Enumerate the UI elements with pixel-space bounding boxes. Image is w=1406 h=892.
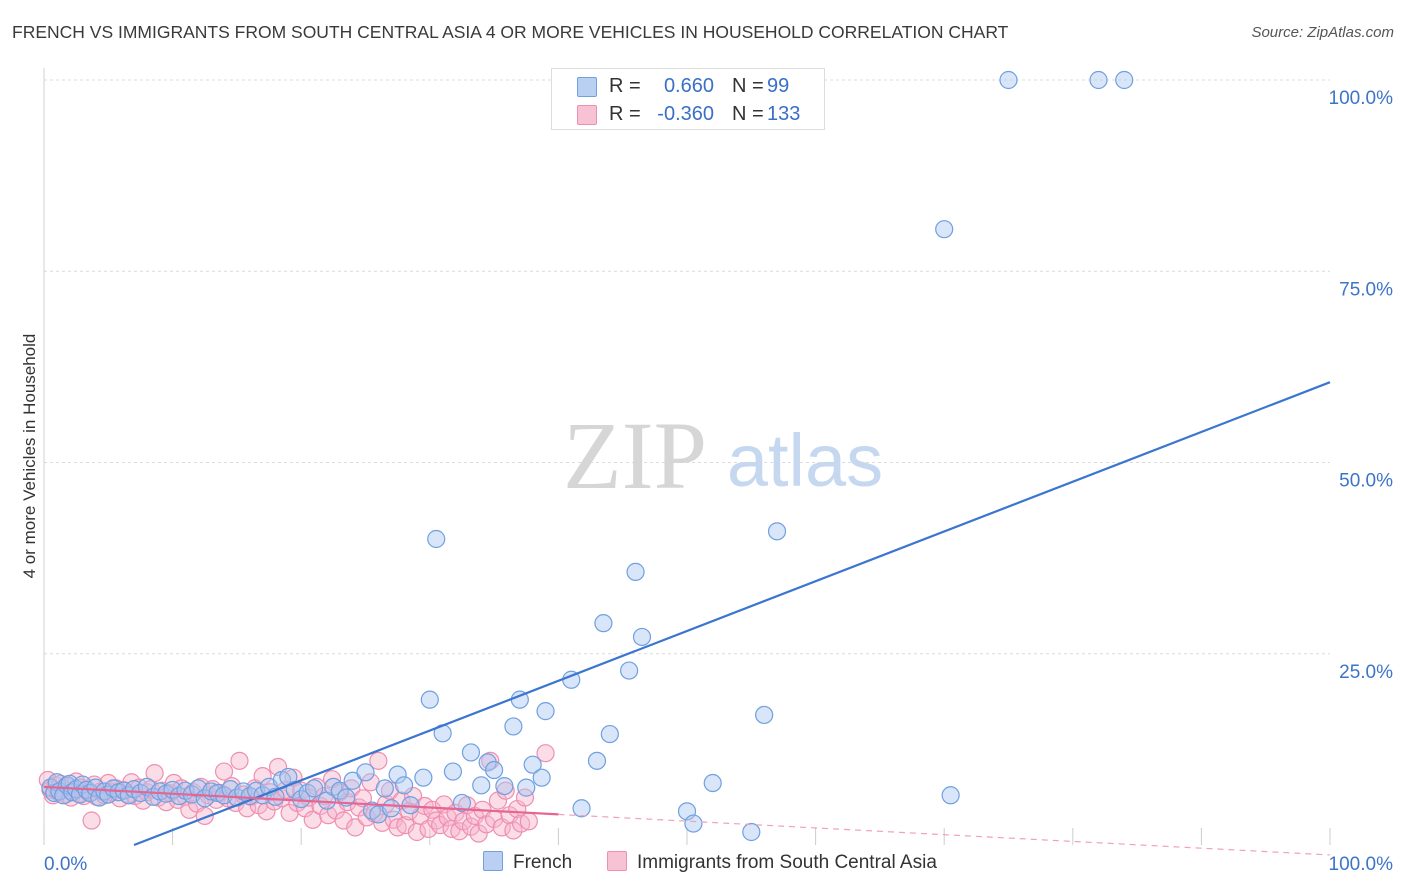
bottom-legend: French Immigrants from South Central Asi… xyxy=(0,851,1406,877)
bottom-legend-swatch-french xyxy=(483,851,503,871)
watermark: ZIP atlas xyxy=(563,402,883,509)
data-point-french xyxy=(234,782,253,801)
watermark-atlas: atlas xyxy=(727,419,883,502)
data-point-immigrants xyxy=(214,762,234,781)
data-point-french xyxy=(485,760,504,780)
data-point-french xyxy=(941,786,960,805)
data-point-immigrants xyxy=(536,744,555,763)
data-point-immigrants xyxy=(396,816,415,835)
chart-title: FRENCH VS IMMIGRANTS FROM SOUTH CENTRAL … xyxy=(12,22,1009,42)
source-label: Source: ZipAtlas.com xyxy=(1251,24,1394,41)
data-point-immigrants xyxy=(145,763,164,783)
x-tick-label: 0.0% xyxy=(44,854,87,875)
data-point-french xyxy=(304,779,324,798)
data-point-french xyxy=(443,762,463,781)
data-point-immigrants xyxy=(519,812,538,831)
legend-n-label: N = xyxy=(732,103,764,125)
data-point-french xyxy=(572,799,591,818)
data-point-french xyxy=(935,220,954,239)
legend-row-immigrants: R = -0.360 N = 133 xyxy=(552,101,824,129)
trend-line-french xyxy=(133,381,1331,847)
data-point-french xyxy=(594,614,613,633)
data-point-french xyxy=(504,717,523,736)
legend-n-value: 133 xyxy=(767,103,801,125)
data-point-french xyxy=(1089,70,1108,90)
data-point-french xyxy=(600,724,619,744)
data-point-french xyxy=(532,768,551,787)
data-point-immigrants xyxy=(430,816,450,835)
data-point-french xyxy=(461,743,481,762)
y-tick-label: 25.0% xyxy=(1339,662,1393,683)
grid xyxy=(44,79,1330,655)
data-point-french xyxy=(587,751,607,770)
data-point-immigrants xyxy=(369,751,388,770)
data-point-french xyxy=(517,778,536,797)
data-point-french xyxy=(472,776,491,795)
data-point-french xyxy=(626,562,645,581)
tick-labels: 25.0% 50.0% 75.0% 100.0% 0.0% 100.0% xyxy=(44,88,1393,875)
y-tick-label: 50.0% xyxy=(1339,471,1393,492)
data-point-french xyxy=(999,70,1018,90)
data-point-french xyxy=(536,702,555,721)
legend-r-value: 0.660 xyxy=(663,75,714,97)
data-point-french xyxy=(523,755,542,774)
data-point-immigrants xyxy=(469,824,488,843)
y-axis-label: 4 or more Vehicles in Household xyxy=(20,333,39,579)
legend-r-label: R = xyxy=(609,75,641,97)
legend-r-label: R = xyxy=(609,103,641,125)
legend-n-value: 99 xyxy=(767,75,790,97)
data-point-french xyxy=(495,776,514,796)
bottom-legend-swatch-immigrants xyxy=(607,851,627,871)
data-point-french xyxy=(356,763,375,782)
y-tick-label: 100.0% xyxy=(1329,88,1394,109)
data-point-immigrants xyxy=(230,751,249,770)
data-point-french xyxy=(394,776,414,795)
bottom-legend-immigrants: Immigrants from South Central Asia xyxy=(607,851,937,874)
legend-swatch-french xyxy=(577,77,597,97)
data-point-immigrants xyxy=(423,800,442,819)
data-point-french xyxy=(767,522,787,541)
data-point-french xyxy=(703,773,722,793)
data-point-french xyxy=(742,822,761,842)
axes xyxy=(43,68,1331,845)
trend-line-immigrants xyxy=(43,785,559,816)
data-point-immigrants xyxy=(346,818,365,837)
trend-line-immigrants-extrapolated xyxy=(558,813,1331,856)
data-point-french xyxy=(382,799,401,818)
x-tick-label: 100.0% xyxy=(1329,854,1394,875)
legend-r-value: -0.360 xyxy=(657,103,714,125)
data-point-immigrants xyxy=(342,779,361,798)
data-point-immigrants xyxy=(461,817,481,836)
data-point-french xyxy=(330,781,349,800)
data-point-french xyxy=(452,793,472,813)
data-point-french xyxy=(343,771,362,790)
data-point-french xyxy=(414,768,433,787)
data-point-french xyxy=(632,627,652,647)
y-tick-label: 75.0% xyxy=(1339,279,1393,300)
data-point-immigrants xyxy=(82,811,101,830)
data-point-french xyxy=(420,690,439,709)
bottom-legend-french: French xyxy=(483,851,572,874)
data-point-french xyxy=(375,779,394,798)
data-point-french xyxy=(1115,70,1134,90)
legend: R = 0.660 N = 99 R = -0.360 N = 133 xyxy=(551,68,825,130)
watermark-zip: ZIP xyxy=(563,402,707,509)
legend-n-label: N = xyxy=(732,75,764,97)
data-point-french xyxy=(427,529,446,549)
data-point-french xyxy=(388,765,407,784)
bottom-legend-label-immigrants: Immigrants from South Central Asia xyxy=(637,852,937,873)
data-point-immigrants xyxy=(450,822,469,841)
data-point-french xyxy=(620,661,639,680)
trend-lines xyxy=(43,381,1331,856)
legend-swatch-immigrants xyxy=(577,105,597,125)
legend-row-french: R = 0.660 N = 99 xyxy=(552,73,824,101)
data-point-immigrants xyxy=(334,811,353,830)
data-point-immigrants xyxy=(504,821,523,840)
bottom-legend-label-french: French xyxy=(513,852,573,873)
data-point-french xyxy=(684,814,703,833)
data-point-french xyxy=(755,705,774,725)
